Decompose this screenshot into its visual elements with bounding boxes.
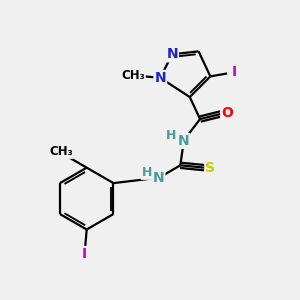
Text: H: H [142,166,152,179]
Text: N: N [166,47,178,61]
Text: I: I [232,65,237,79]
Text: H: H [166,129,177,142]
Text: N: N [178,134,189,148]
Text: CH₃: CH₃ [49,145,73,158]
Text: O: O [221,106,233,120]
Text: CH₃: CH₃ [121,69,145,82]
Text: N: N [154,71,166,85]
Text: N: N [153,171,164,185]
Text: I: I [82,247,87,261]
Text: S: S [206,161,215,175]
